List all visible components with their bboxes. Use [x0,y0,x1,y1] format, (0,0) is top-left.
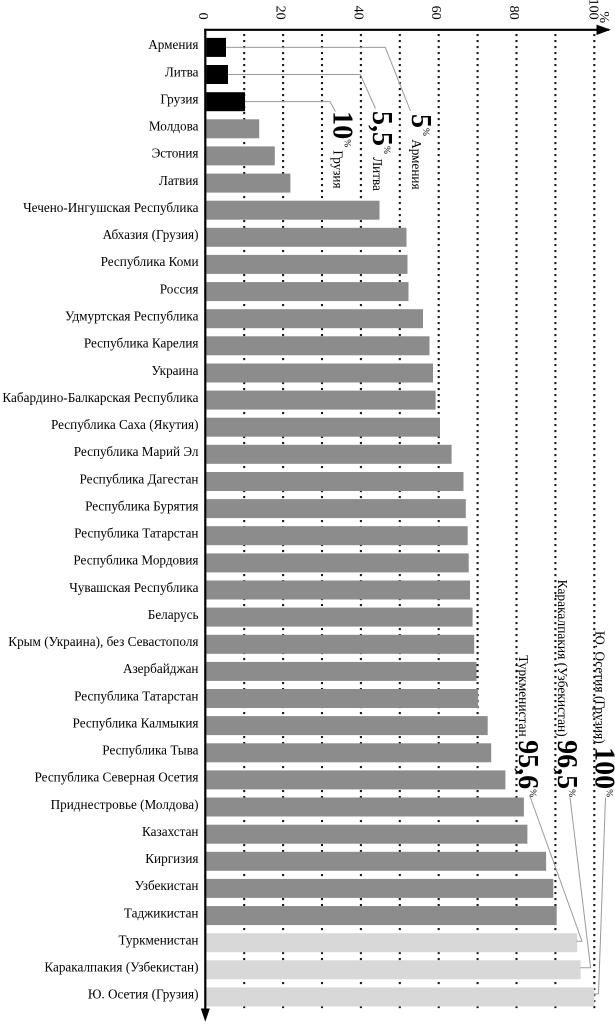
svg-text:5,5% Литва: 5,5% Литва [366,111,397,191]
svg-text:Россия: Россия [160,281,199,296]
svg-text:Грузия: Грузия [160,92,198,107]
svg-text:Туркменистан 95,6%: Туркменистан 95,6% [512,655,543,797]
svg-text:Республика Саха (Якутия): Республика Саха (Якутия) [51,417,199,432]
svg-text:Беларусь: Беларусь [148,607,199,622]
svg-text:Латвия: Латвия [159,173,199,188]
svg-text:Республика Мордовия: Республика Мордовия [73,553,198,568]
svg-text:80: 80 [506,6,521,20]
svg-text:10% Грузия: 10% Грузия [327,111,358,188]
svg-text:Республика Карелия: Республика Карелия [84,336,199,351]
svg-text:Таджикистан: Таджикистан [124,905,199,920]
svg-text:Республика Татарстан: Республика Татарстан [74,688,198,703]
svg-text:Узбекистан: Узбекистан [135,878,199,893]
svg-text:Ю. Осетия (Грузия) 100%: Ю. Осетия (Грузия) 100% [588,631,615,797]
svg-text:Чечено-Ингушская Республика: Чечено-Ингушская Республика [23,200,199,215]
svg-text:Республика Калмыкия: Республика Калмыкия [73,715,199,730]
svg-text:Республика Дагестан: Республика Дагестан [79,471,198,486]
svg-text:Азербайджан: Азербайджан [123,661,199,676]
svg-text:Казахстан: Казахстан [142,824,198,839]
svg-text:Каракалпакия (Узбекистан) 96,5: Каракалпакия (Узбекистан) 96,5% [551,580,582,797]
svg-text:Абхазия (Грузия): Абхазия (Грузия) [103,227,199,242]
svg-text:60: 60 [428,6,443,20]
svg-text:Удмуртская Республика: Удмуртская Республика [65,309,199,324]
svg-text:Республика Северная Осетия: Республика Северная Осетия [34,770,198,785]
svg-text:Чувашская Республика: Чувашская Республика [69,580,198,595]
svg-text:5% Армения: 5% Армения [405,114,436,190]
svg-text:Крым (Украина), без Севастопол: Крым (Украина), без Севастополя [8,634,198,649]
svg-text:Молдова: Молдова [149,119,199,134]
svg-text:Эстония: Эстония [152,146,199,161]
svg-text:100: 100 [586,0,601,20]
svg-text:Армения: Армения [148,37,198,52]
svg-text:Туркменистан: Туркменистан [119,933,199,948]
svg-text:Киргизия: Киргизия [145,851,198,866]
svg-text:Республика Марий Эл: Республика Марий Эл [74,444,199,459]
svg-text:Республика Тыва: Республика Тыва [102,743,198,758]
svg-text:40: 40 [350,6,365,20]
svg-text:%: % [596,11,611,23]
svg-text:Республика Коми: Республика Коми [101,254,199,269]
svg-text:Каракалпакия (Узбекистан): Каракалпакия (Узбекистан) [44,960,198,975]
svg-text:Республика Бурятия: Республика Бурятия [85,498,198,513]
svg-text:Кабардино-Балкарская Республик: Кабардино-Балкарская Республика [2,390,198,405]
svg-text:Республика Татарстан: Республика Татарстан [74,526,198,541]
svg-text:Украина: Украина [152,363,199,378]
svg-text:0: 0 [195,13,210,20]
svg-text:Приднестровье (Молдова): Приднестровье (Молдова) [51,797,199,812]
svg-text:20: 20 [273,6,288,20]
svg-text:Ю. Осетия (Грузия): Ю. Осетия (Грузия) [88,987,199,1002]
svg-text:Литва: Литва [165,64,199,79]
